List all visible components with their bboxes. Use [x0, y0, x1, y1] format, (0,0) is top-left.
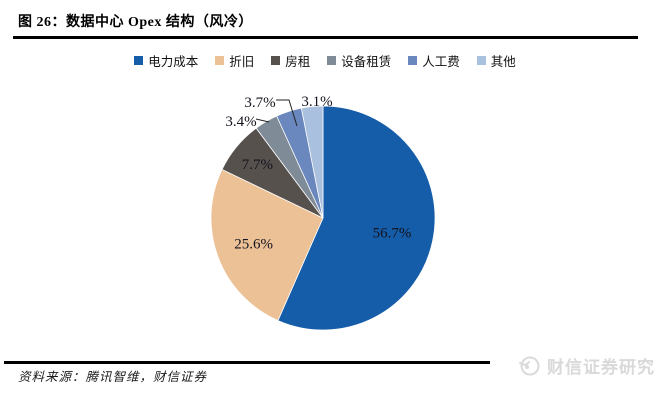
- pie-data-label-人工费: 3.7%: [244, 95, 275, 111]
- legend-swatch-icon: [271, 56, 281, 65]
- legend-swatch-icon: [476, 56, 486, 65]
- legend-swatch-icon: [215, 56, 225, 65]
- pie-data-label-电力成本: 56.7%: [373, 225, 412, 241]
- legend-label: 设备租赁: [341, 55, 392, 69]
- pie-data-label-折旧: 25.6%: [234, 237, 273, 253]
- pie-slice-电力成本: [277, 105, 436, 331]
- legend-item-电力成本: 电力成本: [134, 51, 198, 70]
- legend-item-人工费: 人工费: [408, 51, 460, 70]
- legend-swatch-icon: [134, 56, 144, 65]
- figure-title: 图 26：数据中心 Opex 结构（风冷）: [18, 15, 253, 30]
- legend-swatch-icon: [327, 56, 337, 65]
- watermark-text: 财信证券研究: [547, 358, 655, 377]
- pie-legend: 电力成本 折旧 房租 设备租赁 人工费 其他: [0, 51, 650, 70]
- pie-slice-折旧: [210, 168, 324, 322]
- legend-item-折旧: 折旧: [215, 51, 254, 70]
- pie-data-label-房租: 7.7%: [242, 157, 273, 173]
- pie-data-label-其他: 3.1%: [301, 94, 332, 110]
- legend-swatch-icon: [408, 56, 418, 65]
- pie-slice-其他: [300, 105, 324, 219]
- legend-label: 折旧: [229, 55, 255, 69]
- legend-item-房租: 房租: [271, 51, 310, 70]
- footer-divider: [4, 361, 490, 364]
- legend-label: 房租: [285, 55, 311, 69]
- legend-label: 其他: [490, 55, 516, 69]
- legend-label: 人工费: [422, 55, 460, 69]
- title-divider: [13, 36, 638, 39]
- source-note: 资料来源：腾讯智维，财信证券: [18, 370, 208, 384]
- pie-data-label-设备租赁: 3.4%: [225, 114, 256, 130]
- legend-item-其他: 其他: [476, 51, 516, 70]
- watermark: 财信证券研究: [517, 353, 655, 378]
- label-leader-line: [276, 99, 298, 127]
- legend-item-设备租赁: 设备租赁: [327, 51, 391, 70]
- legend-label: 电力成本: [148, 55, 199, 69]
- brand-logo-icon: [519, 356, 540, 375]
- label-leader-line: [255, 118, 270, 123]
